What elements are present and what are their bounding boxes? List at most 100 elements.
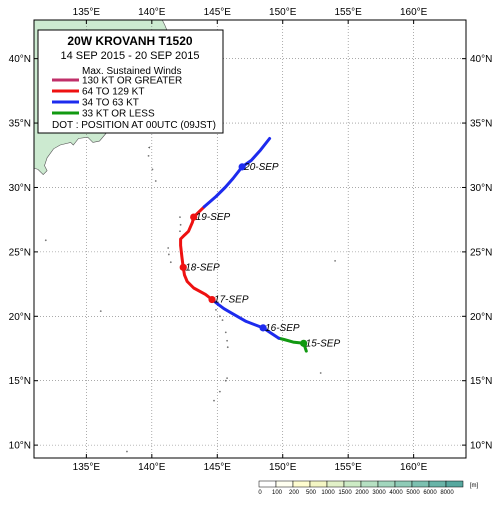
pagan-island: [226, 339, 228, 342]
lat-label-left-30: 30°N: [9, 183, 31, 194]
scale-label-5000: 5000: [406, 490, 420, 496]
position-label-18-sep: 18-SEP: [185, 262, 220, 273]
scale-swatch-3000: [377, 480, 396, 488]
scale-swatch-1500: [343, 480, 362, 488]
scale-swatch-5000: [411, 480, 430, 488]
alamagan-island: [226, 346, 229, 349]
lat-label-left-10: 10°N: [9, 441, 31, 452]
scale-label-2000: 2000: [355, 490, 369, 496]
legend-box: 20W KROVANH T1520 14 SEP 2015 - 20 SEP 2…: [37, 29, 224, 134]
lat-label-left-35: 35°N: [9, 119, 31, 130]
guam-island: [213, 399, 215, 402]
scale-label-500: 500: [306, 490, 317, 496]
lon-label-top-160: 160°E: [400, 7, 428, 18]
lat-label-right-25: 25°N: [470, 247, 492, 258]
torishima-island: [154, 180, 157, 182]
okinotori-island: [99, 310, 102, 313]
scale-label-200: 200: [289, 490, 300, 496]
scale-label-0: 0: [258, 490, 262, 496]
saipan-island: [226, 377, 228, 380]
asuncion-island: [221, 319, 224, 322]
lat-label-left-25: 25°N: [9, 247, 31, 258]
wake-area-island: [319, 372, 322, 374]
lon-label-bottom-160: 160°E: [400, 462, 428, 473]
farallon-de-pajaros-island: [215, 308, 217, 311]
storm-period: 14 SEP 2015 - 20 SEP 2015: [60, 50, 199, 62]
yap-area-island: [126, 450, 128, 453]
sumisu-island: [151, 168, 154, 171]
okinawa-region-island: [44, 239, 47, 242]
lon-label-bottom-135: 135°E: [73, 462, 101, 473]
legend-heading: Max. Sustained Winds: [82, 66, 182, 77]
hahajima-island: [179, 230, 181, 233]
position-dot-16-sep: [259, 324, 267, 332]
position-dot-15-sep: [300, 339, 308, 347]
lat-label-left-15: 15°N: [9, 376, 31, 387]
position-dot-18-sep: [179, 263, 187, 271]
lat-label-right-40: 40°N: [470, 54, 492, 65]
lon-label-top-150: 150°E: [269, 7, 297, 18]
lat-label-left-20: 20°N: [9, 312, 31, 323]
lon-label-top-155: 155°E: [335, 7, 363, 18]
scale-swatch-100: [275, 480, 294, 488]
lon-label-bottom-150: 150°E: [269, 462, 297, 473]
lon-label-bottom-155: 155°E: [335, 462, 363, 473]
scale-label-1500: 1500: [338, 490, 352, 496]
lon-label-top-145: 145°E: [204, 7, 232, 18]
scale-swatch-4000: [394, 480, 413, 488]
scale-swatch-1000: [326, 480, 345, 488]
scale-swatch-2000: [360, 480, 379, 488]
lat-label-left-40: 40°N: [9, 54, 31, 65]
minami-iwo-island: [169, 261, 172, 264]
aogashima-island: [147, 155, 150, 157]
scale-unit: [m]: [470, 483, 479, 489]
lat-label-right-30: 30°N: [470, 183, 492, 194]
scale-label-3000: 3000: [372, 490, 386, 496]
axis-ticks-layer: 135°E 135°E 140°E 140°E 145°E 145°E 150°E 150°E…: [9, 7, 493, 473]
legend-note: DOT : POSITION AT 00UTC (09JST): [52, 120, 216, 131]
position-label-15-sep: 15-SEP: [306, 338, 341, 349]
lat-label-right-20: 20°N: [470, 312, 492, 323]
ogasawara-mukojima-island: [179, 216, 181, 219]
position-dot-19-sep: [190, 213, 198, 221]
scale-label-8000: 8000: [440, 490, 454, 496]
legend-label-34kt: 34 TO 63 KT: [82, 98, 139, 109]
lon-label-top-140: 140°E: [138, 7, 166, 18]
minamitori-island: [334, 260, 336, 262]
daily-labels-layer: 15-SEP 16-SEP 17-SEP 18-SEP 19-SEP 20-SEP: [185, 162, 340, 349]
legend-label-64kt: 64 TO 129 KT: [82, 87, 144, 98]
lon-label-bottom-145: 145°E: [204, 462, 232, 473]
iwo-jima-island: [167, 253, 170, 256]
hachijo-island: [147, 146, 151, 149]
lon-label-top-135: 135°E: [73, 7, 101, 18]
chichijima-island: [179, 223, 182, 226]
lat-label-right-10: 10°N: [470, 441, 492, 452]
scale-label-100: 100: [272, 490, 283, 496]
lat-label-right-35: 35°N: [470, 119, 492, 130]
scale-label-6000: 6000: [423, 490, 437, 496]
track-segment-4-34-to-63-kt: [202, 137, 272, 209]
storm-title: 20W KROVANH T1520: [67, 34, 192, 48]
lat-label-right-15: 15°N: [470, 376, 492, 387]
legend-label-33kt: 33 KT OR LESS: [82, 109, 155, 120]
position-label-16-sep: 16-SEP: [265, 323, 300, 334]
position-dot-20-sep: [238, 163, 246, 171]
scale-label-1000: 1000: [321, 490, 335, 496]
position-label-20-sep: 20-SEP: [243, 162, 279, 173]
map-frame: [33, 19, 467, 459]
islands-layer: [44, 155, 336, 453]
daily-positions-layer: [179, 163, 308, 347]
kita-iwo-island: [167, 247, 170, 249]
elevation-scale-bar: 0 100 200 500 1000 1500 2000 3000 4000 5000 6000 80…: [258, 480, 479, 496]
position-label-17-sep: 17-SEP: [214, 295, 249, 306]
scale-swatch-6000: [428, 480, 447, 488]
lon-label-bottom-140: 140°E: [138, 462, 166, 473]
scale-label-4000: 4000: [389, 490, 403, 496]
tinian-island: [224, 379, 227, 382]
scale-swatch-200: [292, 480, 311, 488]
position-dot-17-sep: [208, 295, 216, 304]
scale-swatch-8000: [445, 480, 464, 488]
scale-swatch-500: [309, 480, 328, 488]
